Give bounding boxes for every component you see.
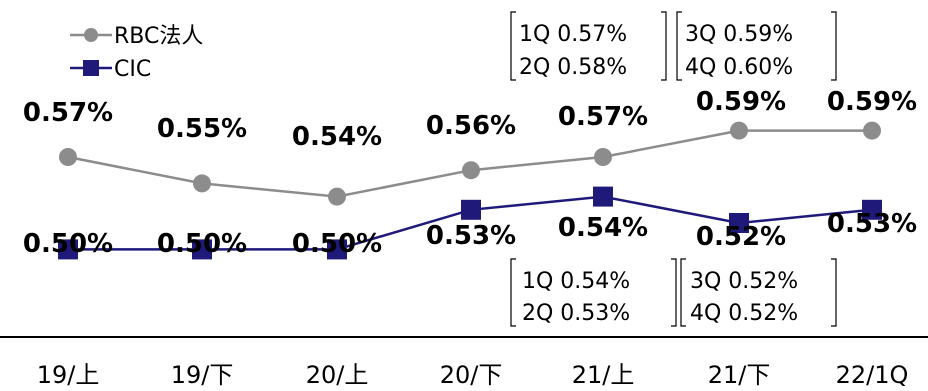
rbc-q1-label: 1Q 0.57% [519, 22, 627, 47]
rbc-bracket-left-close [661, 11, 667, 81]
rbc-point-6 [863, 121, 881, 140]
rbc-data-label-2: 0.54% [292, 122, 382, 152]
cic-bracket-left-open [510, 258, 516, 327]
cic-data-label-4: 0.54% [558, 213, 648, 243]
category-label-3: 20/下 [440, 361, 503, 389]
cic-q3-label: 3Q 0.52% [690, 269, 798, 294]
cic-bracket-left-close [671, 258, 677, 327]
cic-data-label-3: 0.53% [426, 221, 516, 251]
rbc-q2-label: 2Q 0.58% [519, 55, 627, 80]
legend-cic-marker [83, 60, 99, 76]
rbc-q4-label: 4Q 0.60% [685, 55, 793, 80]
category-label-4: 21/上 [572, 361, 635, 389]
rbc-data-label-6: 0.59% [827, 87, 917, 117]
cic-data-label-2: 0.50% [292, 229, 382, 259]
category-label-5: 21/下 [708, 361, 771, 389]
legend: RBC法人 CIC [70, 24, 203, 82]
rbc-point-1 [193, 174, 211, 193]
rbc-data-label-0: 0.57% [23, 98, 113, 128]
rbc-data-label-4: 0.57% [558, 102, 648, 132]
cic-data-label-6: 0.53% [827, 209, 917, 239]
rbc-data-label-3: 0.56% [426, 111, 516, 141]
legend-item-cic: CIC [70, 57, 151, 82]
rbc-point-5 [730, 121, 748, 140]
rbc-q3-label: 3Q 0.59% [685, 22, 793, 47]
legend-item-rbc: RBC法人 [70, 24, 203, 49]
cic-q1-label: 1Q 0.54% [522, 269, 630, 294]
category-label-0: 19/上 [37, 361, 100, 389]
cic-data-label-1: 0.50% [157, 229, 247, 259]
cic-point-3 [461, 199, 481, 220]
cic-quarter-annotation: 1Q 0.54% 2Q 0.53% 3Q 0.52% 4Q 0.52% [510, 258, 837, 327]
category-label-layer: 19/上 19/下 20/上 20/下 21/上 21/下 22/1Q [37, 361, 909, 389]
rbc-bracket-left-open [510, 11, 516, 81]
cic-point-1 [192, 239, 212, 260]
cic-q4-label: 4Q 0.52% [690, 301, 798, 326]
rbc-data-label-1: 0.55% [157, 114, 247, 144]
series-layer [58, 121, 882, 260]
cic-bracket-right-open [680, 258, 686, 327]
rbc-point-0 [59, 148, 77, 166]
cic-point-4 [593, 186, 613, 207]
cic-point-5 [729, 213, 749, 233]
rbc-point-4 [594, 148, 612, 166]
cic-bracket-right-close [831, 258, 837, 327]
rbc-point-3 [462, 161, 480, 180]
data-label-layer: 0.57% 0.55% 0.54% 0.56% 0.57% 0.59% 0.59% 0.50%… [23, 87, 917, 259]
rbc-bracket-right-open [676, 11, 682, 81]
cic-point-0 [58, 239, 78, 260]
category-label-6: 22/1Q [836, 361, 909, 389]
cic-point-6 [862, 199, 882, 220]
legend-cic-label: CIC [114, 57, 151, 82]
rbc-quarter-annotation: 1Q 0.57% 2Q 0.58% 3Q 0.59% 4Q 0.60% [510, 11, 837, 81]
cic-data-label-5: 0.52% [696, 222, 786, 252]
legend-rbc-marker [84, 28, 98, 42]
legend-rbc-label: RBC法人 [114, 24, 203, 49]
rbc-bracket-right-close [831, 11, 837, 81]
category-label-2: 20/上 [306, 361, 369, 389]
cic-q2-label: 2Q 0.53% [522, 301, 630, 326]
rbc-data-label-5: 0.59% [696, 87, 786, 117]
cic-data-label-0: 0.50% [23, 229, 113, 259]
category-label-1: 19/下 [171, 361, 234, 389]
cic-point-2 [327, 239, 347, 260]
rbc-point-2 [328, 187, 346, 206]
